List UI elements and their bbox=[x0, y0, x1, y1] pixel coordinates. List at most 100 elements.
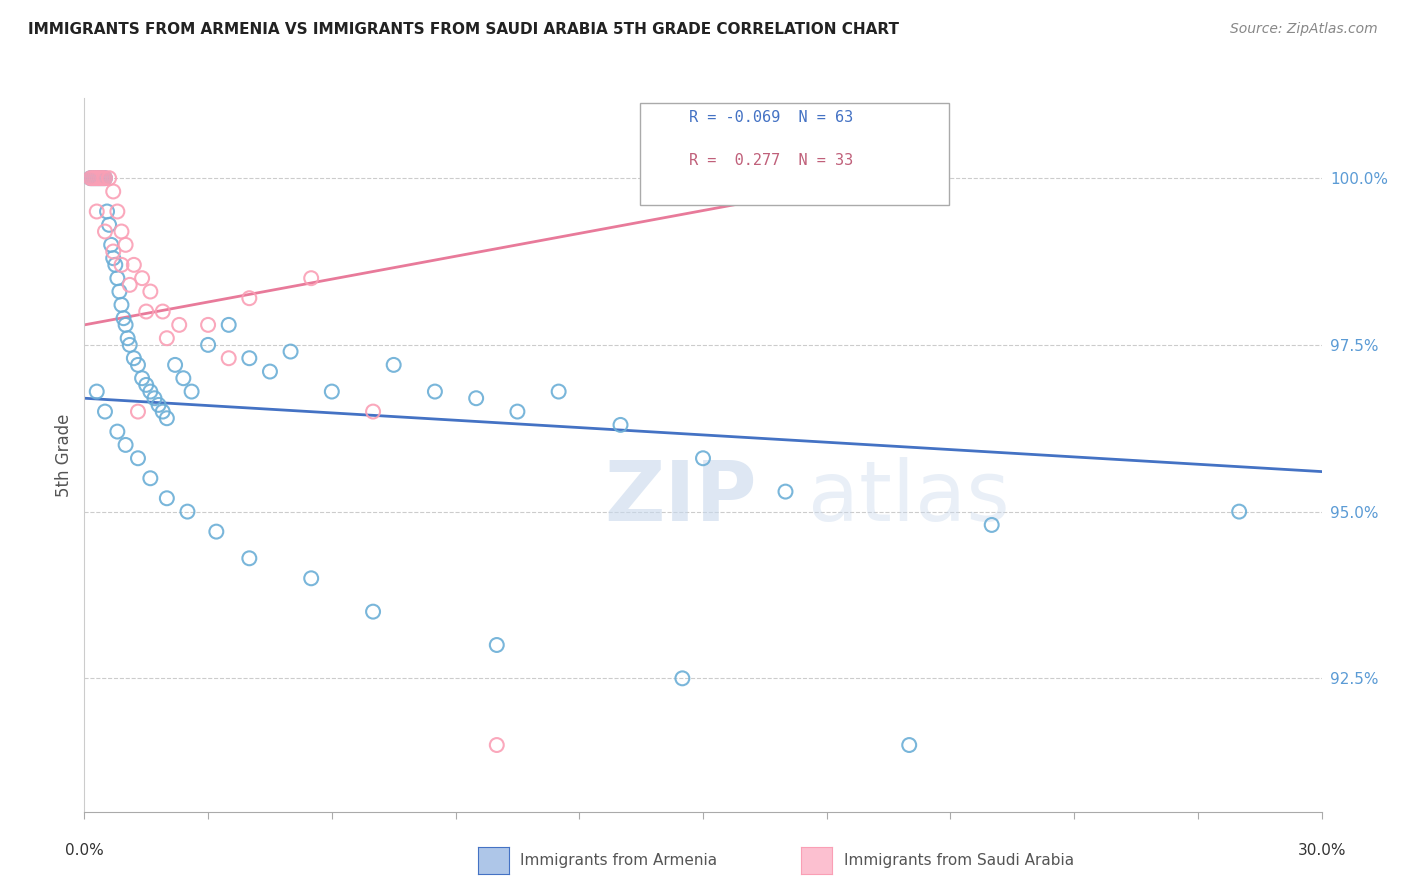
Point bbox=[148, 398, 170, 412]
Point bbox=[692, 451, 714, 466]
Point bbox=[86, 204, 108, 219]
Text: 0.0%: 0.0% bbox=[65, 843, 104, 858]
Point bbox=[259, 365, 281, 379]
Point bbox=[114, 318, 136, 332]
Point bbox=[87, 171, 110, 186]
Point bbox=[280, 344, 302, 359]
Point bbox=[90, 171, 112, 186]
Point bbox=[100, 237, 122, 252]
Point bbox=[197, 338, 219, 352]
Point bbox=[104, 258, 127, 272]
Point bbox=[91, 171, 114, 186]
Point bbox=[112, 311, 135, 326]
Point bbox=[775, 171, 797, 186]
Point bbox=[105, 204, 128, 219]
Text: R =  0.277  N = 33: R = 0.277 N = 33 bbox=[689, 153, 853, 168]
Point bbox=[105, 425, 128, 439]
Point bbox=[361, 404, 384, 418]
Point bbox=[139, 471, 162, 485]
Text: IMMIGRANTS FROM ARMENIA VS IMMIGRANTS FROM SAUDI ARABIA 5TH GRADE CORRELATION CH: IMMIGRANTS FROM ARMENIA VS IMMIGRANTS FR… bbox=[28, 22, 898, 37]
Point bbox=[143, 391, 166, 405]
Point bbox=[118, 277, 141, 292]
Text: R = -0.069  N = 63: R = -0.069 N = 63 bbox=[689, 110, 853, 125]
Point bbox=[980, 518, 1002, 533]
Point bbox=[98, 171, 121, 186]
Point bbox=[609, 417, 631, 432]
Point bbox=[135, 304, 157, 318]
Point bbox=[117, 331, 139, 345]
Point bbox=[127, 451, 149, 466]
Point bbox=[506, 404, 529, 418]
Point bbox=[82, 171, 104, 186]
Point bbox=[94, 171, 117, 186]
Point bbox=[110, 298, 132, 312]
Point bbox=[1227, 505, 1250, 519]
Point bbox=[238, 291, 260, 305]
Point bbox=[86, 171, 108, 186]
Point bbox=[299, 571, 322, 585]
Point bbox=[180, 384, 202, 399]
Point bbox=[98, 218, 121, 232]
Point bbox=[131, 271, 153, 285]
Point bbox=[108, 285, 131, 299]
Point bbox=[485, 738, 508, 752]
Text: Source: ZipAtlas.com: Source: ZipAtlas.com bbox=[1230, 22, 1378, 37]
Point bbox=[465, 391, 488, 405]
Point bbox=[139, 384, 162, 399]
Point bbox=[382, 358, 405, 372]
Point bbox=[156, 491, 179, 506]
Point bbox=[485, 638, 508, 652]
Point bbox=[118, 338, 141, 352]
Text: ZIP: ZIP bbox=[605, 458, 756, 538]
Point bbox=[775, 484, 797, 499]
Point bbox=[423, 384, 446, 399]
Point bbox=[91, 171, 114, 186]
Point bbox=[172, 371, 194, 385]
Point bbox=[321, 384, 343, 399]
Point bbox=[238, 551, 260, 566]
Point bbox=[135, 377, 157, 392]
Point bbox=[79, 171, 101, 186]
Point bbox=[127, 404, 149, 418]
Point bbox=[152, 404, 174, 418]
Point bbox=[82, 171, 104, 186]
Point bbox=[94, 171, 117, 186]
Point bbox=[205, 524, 228, 539]
Point bbox=[361, 605, 384, 619]
Text: Immigrants from Saudi Arabia: Immigrants from Saudi Arabia bbox=[844, 854, 1074, 868]
Point bbox=[83, 171, 105, 186]
Point bbox=[103, 244, 125, 259]
Point bbox=[139, 285, 162, 299]
Point bbox=[898, 738, 921, 752]
Point bbox=[165, 358, 187, 372]
Point bbox=[96, 204, 118, 219]
Point bbox=[110, 225, 132, 239]
Text: atlas: atlas bbox=[808, 458, 1010, 538]
Point bbox=[103, 185, 125, 199]
Text: 30.0%: 30.0% bbox=[1298, 843, 1346, 858]
Point bbox=[114, 237, 136, 252]
Point bbox=[156, 411, 179, 425]
Point bbox=[197, 318, 219, 332]
Point bbox=[127, 358, 149, 372]
Point bbox=[547, 384, 569, 399]
Point bbox=[122, 258, 145, 272]
Point bbox=[90, 171, 112, 186]
Point bbox=[87, 171, 110, 186]
Text: Immigrants from Armenia: Immigrants from Armenia bbox=[520, 854, 717, 868]
Point bbox=[110, 258, 132, 272]
Point bbox=[167, 318, 190, 332]
Point bbox=[94, 404, 117, 418]
Point bbox=[218, 318, 240, 332]
Point bbox=[103, 251, 125, 265]
Point bbox=[83, 171, 105, 186]
Point bbox=[86, 171, 108, 186]
Point bbox=[238, 351, 260, 366]
Point bbox=[86, 384, 108, 399]
Point bbox=[671, 671, 693, 685]
Point bbox=[94, 225, 117, 239]
Point bbox=[152, 304, 174, 318]
Point bbox=[131, 371, 153, 385]
Point bbox=[156, 331, 179, 345]
Point bbox=[105, 271, 128, 285]
